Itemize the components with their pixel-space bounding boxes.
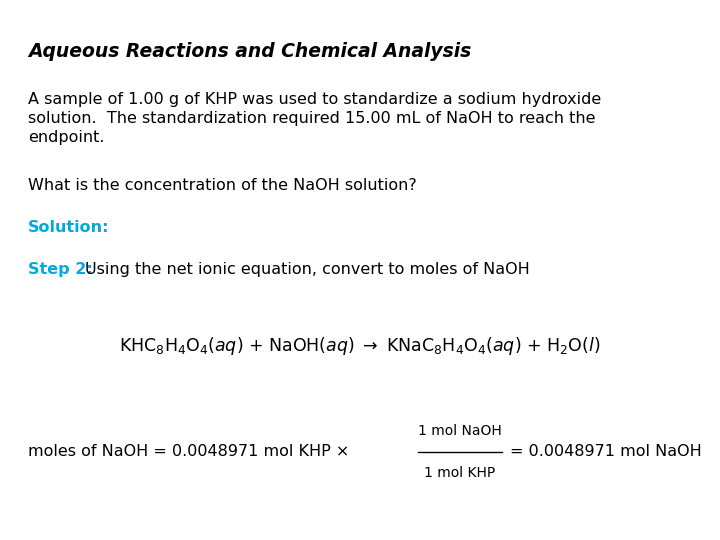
Text: Using the net ionic equation, convert to moles of NaOH: Using the net ionic equation, convert to…: [85, 262, 530, 277]
Text: Solution:: Solution:: [28, 220, 109, 235]
Text: endpoint.: endpoint.: [28, 130, 104, 145]
Text: KHC$_8$H$_4$O$_4$($aq$) + NaOH($aq$) $\rightarrow$ KNaC$_8$H$_4$O$_4$($aq$) + H$: KHC$_8$H$_4$O$_4$($aq$) + NaOH($aq$) $\r…: [120, 335, 600, 357]
Text: What is the concentration of the NaOH solution?: What is the concentration of the NaOH so…: [28, 178, 417, 193]
Text: Step 2:: Step 2:: [28, 262, 93, 277]
Text: solution.  The standardization required 15.00 mL of NaOH to reach the: solution. The standardization required 1…: [28, 111, 595, 126]
Text: = 0.0048971 mol NaOH: = 0.0048971 mol NaOH: [510, 444, 702, 460]
Text: Aqueous Reactions and Chemical Analysis: Aqueous Reactions and Chemical Analysis: [28, 42, 472, 61]
Text: 1 mol NaOH: 1 mol NaOH: [418, 424, 502, 438]
Text: moles of NaOH = 0.0048971 mol KHP ×: moles of NaOH = 0.0048971 mol KHP ×: [28, 444, 349, 460]
Text: 1 mol KHP: 1 mol KHP: [424, 466, 495, 480]
Text: A sample of 1.00 g of KHP was used to standardize a sodium hydroxide: A sample of 1.00 g of KHP was used to st…: [28, 92, 601, 107]
